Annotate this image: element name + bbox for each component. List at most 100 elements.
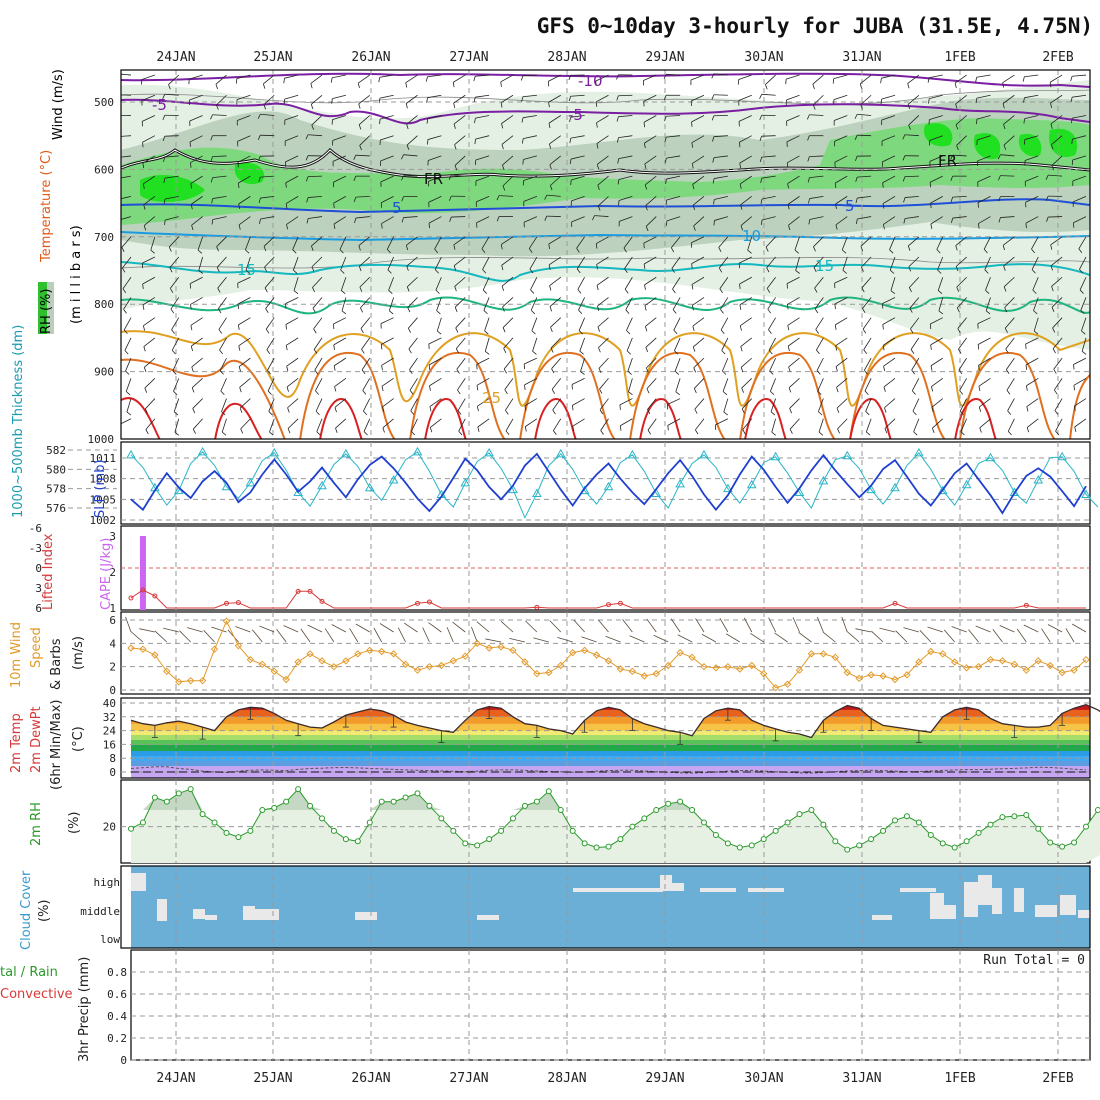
rh2m-marker [832,838,839,845]
wind-barb [428,337,442,350]
date-label-top: 1FEB [944,50,975,65]
wind-barb [549,175,562,191]
t2m-axis-title-a: 2m Temp [9,713,24,773]
wind-barb [1025,357,1039,370]
rh2m-marker [1071,839,1078,846]
date-label-top: 2FEB [1042,50,1073,65]
wind-barb [172,357,180,375]
wind-barb [484,337,490,355]
wind-barb [378,74,394,83]
rh2m-marker [724,840,731,847]
wind10-marker [855,674,863,683]
wind-barb [521,94,537,102]
wind-barb [807,135,824,141]
wind-barb [217,276,227,293]
temp-contour-minus10 [121,72,1090,88]
wind-barb [144,398,156,414]
wind-barb [544,215,561,221]
wind-barb [816,357,824,375]
rh2m-marker [462,840,469,847]
wind-barb [145,418,156,435]
contour-label: -5 [568,106,583,124]
wind-barb [692,317,705,332]
wind-barb [210,175,227,183]
wind-barb [616,94,633,101]
wind-barb [452,74,466,88]
wind10-marker [748,661,756,670]
wind10-barb [871,630,884,643]
wind-barb [476,216,490,228]
wind-barb [453,94,466,109]
wind-barb [142,297,156,310]
wind-barb [766,256,776,273]
wind-barb [503,357,514,374]
y-tick-cape: 1 [109,602,116,615]
wind-barb [310,94,323,110]
wind10-barb [677,634,693,643]
y-tick-pressure: 900 [94,366,114,379]
wind-barb [1073,398,1087,412]
wind-barb [382,398,394,412]
thickness-marker [555,448,566,458]
y-tick-lifted-index: -3 [29,542,42,555]
wind10-marker [366,646,374,655]
wind-barb [955,115,967,130]
wind10-barb [975,625,991,633]
wind10-marker [246,655,255,664]
t2m-axis-title-c: (6hr Min/Max) [49,700,64,790]
rh2m-marker [641,815,648,822]
top-date-labels: 24JAN 25JAN 26JAN 27JAN 28JAN 29JAN 30JAN 31JAN… [156,50,1073,65]
wind10-marker [664,661,672,670]
cloud-gap [1014,888,1024,912]
wind10-marker [521,658,529,666]
rh2m-marker [844,846,851,853]
wind-barb [597,297,609,311]
wind-barb [675,378,681,396]
wind-barb [571,398,585,411]
lifted-index-line [130,589,1086,609]
thickness-marker [746,479,757,489]
wind-barb [454,276,466,292]
wind-barb [692,196,705,211]
precip-axis-title-c: 3hr Precip (mm) [77,957,92,1062]
cloud-gap [978,875,992,905]
cross-section-grid: 500 600 700 800 900 1000 [88,70,1090,446]
wind-barb [482,256,490,274]
rh2m-marker [593,844,600,851]
wind-barb [817,378,824,395]
wind10-marker [759,669,768,678]
y-tick-thickness: 576 [46,502,66,515]
wind-barb [330,74,346,83]
contour-label: -10 [578,72,603,90]
wind-barb [977,216,991,229]
y-tick-cape: 3 [109,530,116,543]
rh2m-marker [533,798,540,805]
wind-barb [192,418,203,434]
wind-barb [454,155,466,171]
y-tick-pressure: 600 [94,163,114,176]
rh2m-marker [736,844,743,851]
wind-barb [814,276,824,293]
precip-axis-title-b: Convective [0,987,73,1002]
wind-barb [548,236,561,250]
wind10-marker [557,661,565,670]
wind10-marker [151,651,159,659]
wind-barb [150,236,156,254]
wind10-marker [294,658,302,666]
wind-barb [1049,74,1063,88]
wind10-barb [130,631,144,643]
wind-barb [619,418,633,431]
wind10-barb [597,619,609,633]
wind-barb [616,135,633,143]
wind-barb [236,115,251,126]
wind-barb [643,256,657,270]
wind-barb [907,236,920,251]
wind-barb [436,297,442,315]
rh2m-marker [772,827,779,834]
wind-barb [597,175,609,191]
lifted-index-marker [1023,602,1029,608]
wind-barb [455,317,466,333]
wind10-marker [354,650,362,658]
y-tick-precip: 0.6 [107,988,127,1001]
wind10-marker [342,657,350,665]
